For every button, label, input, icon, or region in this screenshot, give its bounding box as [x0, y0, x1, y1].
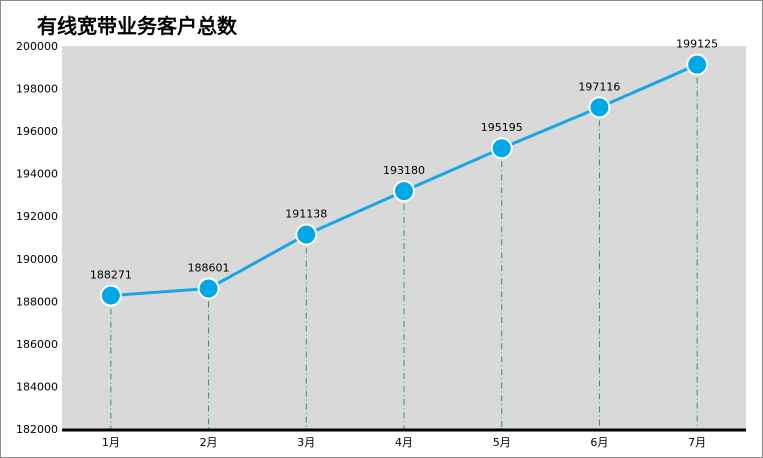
x-tick-label: 4月: [395, 436, 413, 449]
data-label: 197116: [578, 80, 620, 93]
y-tick-label: 192000: [16, 210, 58, 223]
data-label: 195195: [481, 121, 523, 134]
chart-title: 有线宽带业务客户总数: [37, 14, 237, 38]
data-label: 188601: [188, 262, 230, 275]
data-label: 193180: [383, 164, 425, 177]
y-tick-label: 200000: [16, 40, 58, 53]
data-point: [295, 223, 318, 246]
plot-area: [62, 46, 746, 429]
x-tick-label: 3月: [297, 436, 315, 449]
y-tick-label: 196000: [16, 125, 58, 138]
x-tick-label: 1月: [102, 436, 120, 449]
x-tick-label: 5月: [493, 436, 511, 449]
data-label: 188271: [90, 269, 132, 282]
drop-lines: [110, 64, 698, 429]
data-label: 191138: [285, 208, 327, 221]
y-tick-label: 184000: [16, 380, 58, 393]
y-tick-label: 182000: [16, 423, 58, 436]
markers: [99, 53, 709, 307]
x-tick-label: 6月: [590, 436, 608, 449]
y-tick-label: 186000: [16, 338, 58, 351]
data-point: [99, 284, 122, 307]
y-tick-label: 194000: [16, 168, 58, 181]
x-axis: 1月 2月 3月 4月 5月 6月 7月: [62, 428, 746, 449]
data-label: 199125: [676, 38, 718, 51]
y-tick-label: 198000: [16, 83, 58, 96]
x-tick-label: 7月: [688, 436, 706, 449]
data-point: [490, 137, 513, 160]
data-labels: 188271 188601 191138 193180 195195 197116 1991…: [90, 38, 718, 282]
y-axis: 182000 184000 186000 188000 190000 192000 1940…: [16, 40, 58, 436]
data-point: [588, 96, 611, 119]
data-point: [686, 53, 709, 76]
y-tick-label: 190000: [16, 253, 58, 266]
x-tick-label: 2月: [200, 436, 218, 449]
data-point: [393, 180, 415, 203]
y-tick-label: 188000: [16, 295, 58, 308]
data-point: [197, 277, 220, 300]
